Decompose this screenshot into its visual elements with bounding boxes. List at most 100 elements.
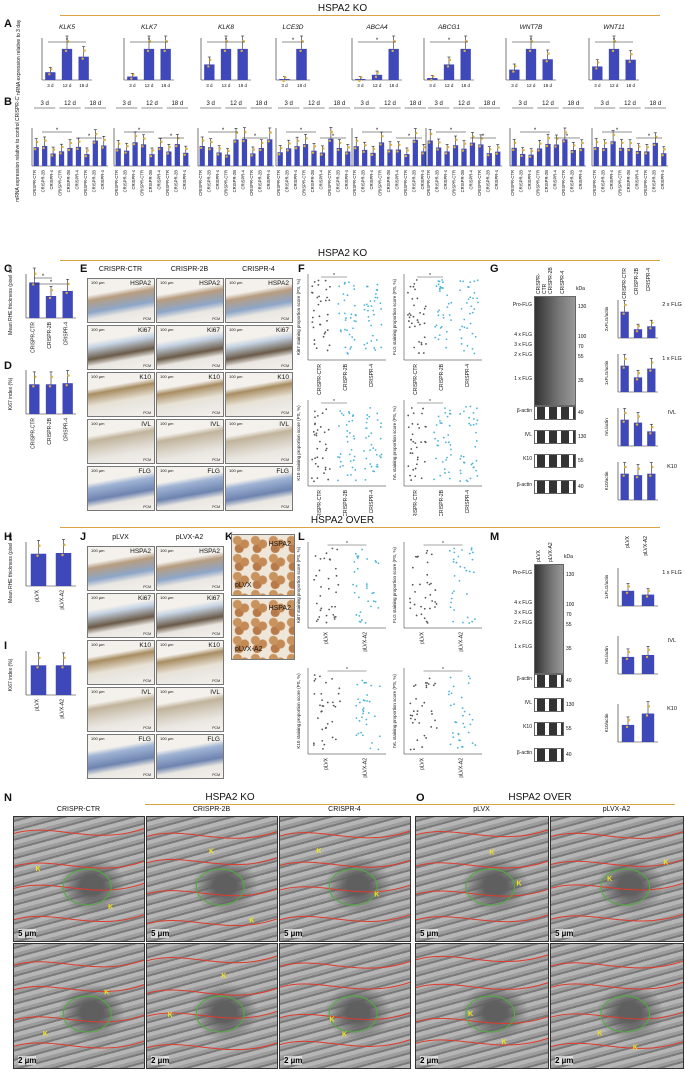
tick-label: 3 d [357,83,364,88]
data-point [346,294,349,297]
data-point [354,552,357,555]
micrograph-tile: 100 µm K10 PCM [225,372,293,417]
cell-outline [280,859,410,868]
data-point [462,461,465,464]
data-point [445,459,448,461]
tick-label: CRISPR-2B [544,170,549,193]
data-point [466,616,469,619]
tick-label: pLVX-A2 [643,536,649,556]
bar [311,150,317,166]
data-point [430,78,433,82]
bar [509,69,520,80]
y-axis-label: K10/actin [604,713,609,732]
data-point [462,455,465,458]
data-point [338,456,341,459]
tick-label: CRISPR-CTR [317,364,323,395]
data-point [158,147,161,151]
stain-label: FLG [207,468,220,475]
data-point [42,146,45,150]
y-axis-label: K10/actin [604,471,609,490]
data-point [50,288,54,292]
data-point [471,718,474,721]
data-point [166,152,170,155]
data-point [354,479,357,482]
data-point [469,312,471,315]
micrograph-tile: 100 µm K10 PCM [87,372,155,417]
data-point [411,714,414,717]
data-point [313,145,317,148]
tick-label: CRISPR-2B [47,321,53,348]
data-point [407,426,410,429]
tick-label: CRISPR-2B [361,170,366,193]
data-point [366,342,369,344]
data-point [412,440,415,443]
bar [33,147,39,166]
nucleus-outline [195,995,245,1033]
scale-bar-label: 100 µm [91,468,105,473]
data-point [61,145,64,149]
data-point [429,593,432,596]
data-point [375,289,378,291]
data-point [339,141,342,145]
data-point [366,417,369,420]
data-point [416,710,419,712]
data-point [313,433,316,436]
keratohyalin-marker: K [221,973,226,980]
micrograph-tile: 100 µm FLG PCM [156,466,224,511]
micrograph-tile: 100 µm K10 PCM [156,372,224,417]
bar [427,78,438,80]
keratohyalin-marker: K [633,1045,638,1052]
data-point [321,704,324,707]
data-point [342,293,345,296]
data-point [451,592,454,594]
panel-letter-o: O [416,792,425,804]
bar [132,142,138,166]
data-point [416,456,419,459]
scale-bar-label: 5 µm [284,929,303,938]
tick-label: CRISPR-CTR [413,364,419,395]
bar [620,365,629,392]
data-point [340,330,342,333]
significance-star: * [376,38,379,44]
kda-marker: 40 [566,678,572,684]
data-point [366,558,369,560]
data-point [435,285,438,288]
data-point [410,448,413,450]
panel-g-quant: CRISPR-CTR CRISPR-2B CRISPR-42xFLG/actin2 … [604,267,682,501]
tick-label: CRISPR-CTR [276,170,281,196]
significance-star: * [648,134,651,140]
group-label: 3 d [40,101,48,107]
data-point [356,683,359,686]
data-point [497,146,500,149]
data-point [319,609,322,612]
gene-title: ABCG1 [437,24,460,31]
data-point [597,61,600,64]
data-point [467,298,470,301]
cell-outline [14,827,144,836]
panel-letter-k: K [225,531,233,543]
data-point [437,283,440,286]
group-label: 18 d [89,101,101,107]
data-point [261,141,264,145]
bar [220,48,232,80]
data-point [460,343,463,345]
data-point [319,675,321,678]
data-point [317,279,320,282]
data-point [130,77,133,80]
data-point [627,148,631,152]
data-point [344,281,346,284]
data-point [348,412,351,415]
data-point [410,479,413,481]
data-point [372,447,375,450]
data-point [450,597,453,600]
cell-outline [14,914,144,923]
data-point [185,147,188,150]
data-point [48,73,51,76]
group-label: 18 d [483,101,495,107]
data-point [416,297,419,300]
panel-n-em-images: CRISPR-CTR K K 5 µm K K 2 µm CRISPR-2B K K 5 µm K K 2… [12,806,411,1070]
gene-title: KLK5 [59,24,75,31]
data-point [459,565,462,568]
tick-label: 18 d [626,83,635,88]
y-axis-label: Ki67 index (%) [8,377,14,410]
